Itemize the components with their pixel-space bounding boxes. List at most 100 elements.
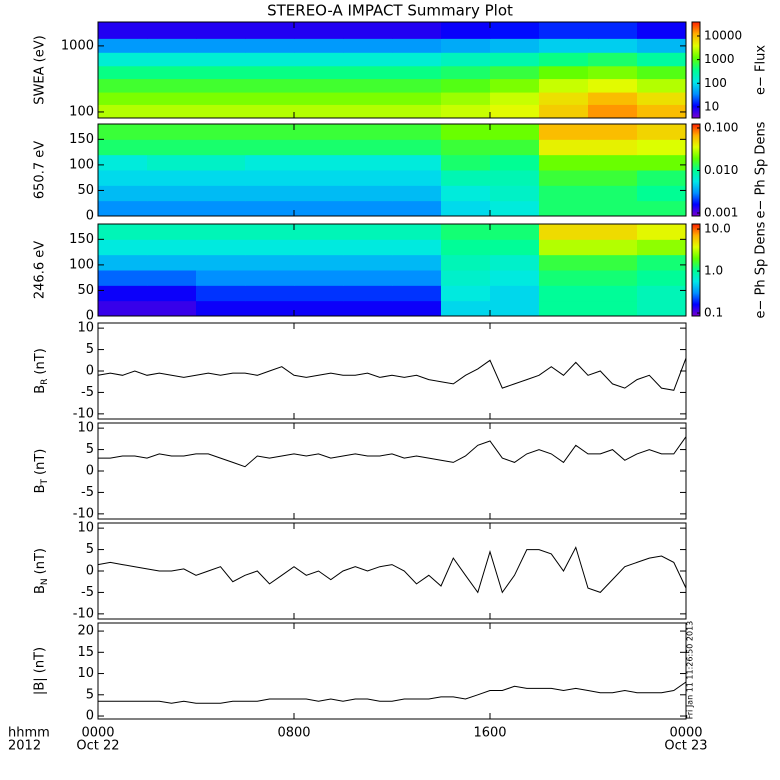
heatmap-cell (294, 124, 344, 140)
y-axis-label: SWEA (eV) (33, 35, 48, 104)
y-tick-label: 5 (86, 442, 94, 457)
x-date-label: Oct 23 (664, 739, 707, 754)
heatmap-cell (196, 22, 246, 39)
heatmap-cell (490, 38, 540, 53)
y-tick-label: 0 (86, 709, 94, 724)
x-tick-label: 0800 (277, 726, 310, 741)
heatmap-cell (490, 285, 540, 302)
heatmap-cell (98, 92, 148, 105)
y-axis-label: 650.7 eV (33, 141, 48, 199)
heatmap-cell (637, 185, 687, 202)
heatmap-cell (294, 65, 344, 80)
heatmap-cell (637, 104, 687, 119)
heatmap-cell (588, 154, 638, 171)
data-line (98, 436, 687, 468)
heatmap-cell (490, 124, 540, 140)
y-tick-label: 100 (69, 257, 94, 272)
y-axis-label: BN (nT) (33, 548, 50, 594)
heatmap-cell (441, 239, 491, 256)
heatmap-cell (98, 65, 148, 80)
y-tick-label: 10 (77, 666, 94, 681)
heatmap-cell (196, 154, 246, 171)
heatmap-cell (343, 224, 393, 240)
heatmap-cell (98, 239, 148, 256)
heatmap-cell (343, 285, 393, 302)
heatmap-cell (147, 239, 197, 256)
heatmap-cell (637, 124, 687, 140)
panel: -10 -5 0 5 10 BR (nT) (33, 321, 687, 421)
heatmap-cell (588, 139, 638, 156)
plot-frame (97, 422, 687, 520)
heatmap-cell (147, 224, 197, 240)
heatmap-cell (490, 239, 540, 256)
y-tick-label: 15 (77, 645, 94, 660)
y-tick-label: 10 (77, 421, 94, 436)
heatmap-cell (245, 200, 295, 217)
heatmap-cell (245, 38, 295, 53)
y-tick-label: -5 (81, 485, 94, 500)
heatmap-cell (147, 270, 197, 286)
heatmap-cell (343, 65, 393, 80)
heatmap-cell (343, 139, 393, 156)
heatmap-cell (98, 200, 148, 217)
heatmap-cell (343, 170, 393, 186)
heatmap-cell (294, 78, 344, 93)
heatmap-cell (588, 200, 638, 217)
heatmap-cell (490, 139, 540, 156)
heatmap-cell (392, 224, 442, 240)
heatmap-cell (98, 224, 148, 240)
data-line (97, 546, 687, 594)
y-tick-label: 100 (69, 104, 94, 119)
heatmap-cell (98, 185, 148, 202)
colorbar-tick-label: 10000 (704, 28, 742, 42)
heatmap-cell (245, 78, 295, 93)
heatmap-cell (441, 270, 491, 286)
heatmap-cell (637, 224, 687, 240)
heatmap-cell (441, 22, 491, 39)
heatmap-cell (539, 38, 589, 53)
heatmap-cell (98, 22, 148, 39)
heatmap-cell (294, 200, 344, 217)
data-line (97, 357, 687, 391)
heatmap-cell (98, 104, 148, 119)
plot-frame (97, 522, 687, 620)
heatmap-cell (245, 92, 295, 105)
heatmap-cell (98, 52, 148, 67)
heatmap-cell (441, 185, 491, 202)
heatmap-cell (392, 239, 442, 256)
heatmap-cell (539, 139, 589, 156)
heatmap-cell (441, 254, 491, 271)
corner-label: hhmm (8, 726, 50, 741)
heatmap-cell (588, 254, 638, 271)
y-tick-label: 0 (86, 309, 94, 324)
colorbar-tick-label: 10 (704, 99, 719, 113)
heatmap-cell (539, 239, 589, 256)
heatmap-cell (343, 270, 393, 286)
y-tick-label: 10 (77, 521, 94, 536)
heatmap-cell (637, 22, 687, 39)
heatmap-cell (343, 104, 393, 119)
heatmap-cell (147, 22, 197, 39)
corner-label: 2012 (8, 739, 41, 754)
y-tick-label: 0 (86, 464, 94, 479)
heatmap-cell (392, 300, 442, 317)
heatmap-cell (294, 300, 344, 317)
colorbar-label: e− Ph Sp Dens (754, 121, 769, 218)
heatmap-cell (147, 285, 197, 302)
y-tick-label: 5 (86, 542, 94, 557)
heatmap-cell (637, 52, 687, 67)
y-tick-label: -5 (81, 385, 94, 400)
x-date-label: Oct 22 (76, 739, 119, 754)
y-tick-label: 10 (77, 321, 94, 336)
label-base: B (33, 484, 48, 493)
heatmap-cell (294, 170, 344, 186)
y-tick-label: 0 (86, 364, 94, 379)
heatmap-cell (637, 154, 687, 171)
y-tick-label: -10 (73, 606, 94, 621)
heatmap-cell (147, 52, 197, 67)
x-tick-label: 1600 (473, 726, 506, 741)
heatmap-cell (588, 239, 638, 256)
heatmap-cell (539, 78, 589, 93)
heatmap-cell (343, 124, 393, 140)
heatmap-cell (490, 200, 540, 217)
